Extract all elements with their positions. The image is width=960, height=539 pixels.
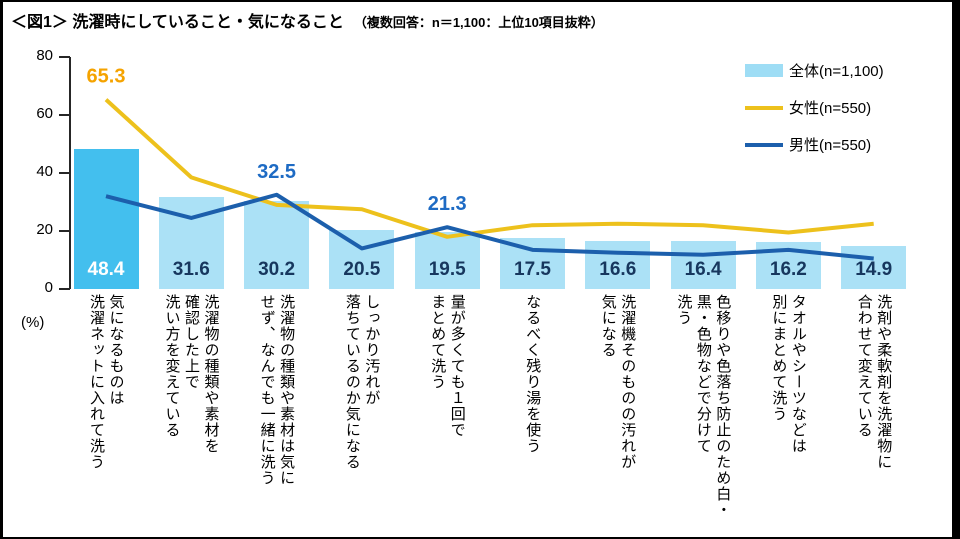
y-axis-line [69,57,71,289]
bar [414,232,480,289]
category-label: 色移りや色落ち防止のため白・ 黒・色物などで分けて 洗う [658,294,748,518]
category-label-text: 洗濯物の種類や素材を 確認した上で 洗い方を変えている [163,294,220,454]
category-label: 洗濯物の種類や素材を 確認した上で 洗い方を変えている [146,294,236,454]
y-tick-label: 60 [36,105,53,122]
bar-value-label: 48.4 [87,259,125,280]
bar-value-label: 16.4 [684,259,722,280]
category-label: 気になるものは 洗濯ネットに入れて洗う [61,294,151,470]
legend-swatch-female-line [745,105,783,110]
category-label-text: しっかり汚れが 落ちているのか気になる [343,294,381,470]
bar [329,229,395,289]
line-point-value-label: 65.3 [87,66,126,88]
category-label: 洗剤や柔軟剤を洗濯物に 合わせて変えている [829,294,919,470]
y-tick-label: 80 [36,47,53,64]
y-axis-tick [59,114,70,116]
category-label-text: 洗濯機そのものの汚れが 気になる [599,294,637,470]
category-label: しっかり汚れが 落ちているのか気になる [317,294,407,470]
y-axis-tick [59,56,70,58]
bar-value-label: 14.9 [855,259,893,280]
bar-value-label: 16.6 [599,259,637,280]
chart-title: ＜図1＞ 洗濯時にしていること・気になること [11,14,344,31]
category-label-text: 気になるものは 洗濯ネットに入れて洗う [88,294,125,470]
figure-canvas: ＜図1＞ 洗濯時にしていること・気になること （複数回答：n＝1,100：上位10… [3,2,952,537]
bar-value-label: 30.2 [258,259,296,280]
category-label-text: 量が多くても１回で まとめて洗う [429,294,466,438]
category-label-text: 洗剤や柔軟剤を洗濯物に 合わせて変えている [855,294,893,470]
bar-value-label: 19.5 [428,259,466,280]
legend-label-male: 男性(n=550) [789,137,872,154]
line-series-overlay: 65.3 32.5 21.3 [87,66,874,261]
category-label: なるべく残り湯を使う [488,294,578,454]
bar [244,201,310,289]
chart-area: 0 20 40 60 80 (%) 48.4 気になるものは 洗濯ネットに入れて洗う 31.6 洗… [3,2,952,537]
y-tick-label: 0 [44,279,53,296]
bar [73,148,139,289]
category-label: タオルやシーツなどは 別にまとめて洗う [743,294,833,454]
bar-value-label: 31.6 [172,259,210,280]
y-axis-unit-label: (%) [21,314,45,331]
y-axis-tick [59,172,70,174]
legend-swatch-total-bar [745,64,783,77]
y-axis-tick [59,230,70,232]
legend-label-female: 女性(n=550) [789,100,872,117]
bar [500,238,565,289]
chart-legend: 全体(n=1,100) 女性(n=550) 男性(n=550) [745,52,884,163]
legend-item-male: 男性(n=550) [745,126,884,163]
line-point-value-label: 21.3 [428,193,467,215]
category-label-text: なるべく残り湯を使う [524,294,542,454]
category-label: 量が多くても１回で まとめて洗う [402,294,492,438]
category-label-text: タオルやシーツなどは 別にまとめて洗う [770,294,807,454]
category-label-text: 色移りや色落ち防止のため白・ 黒・色物などで分けて 洗う [675,294,732,518]
legend-item-female: 女性(n=550) [745,89,884,126]
chart-subtitle: （複数回答：n＝1,100：上位10項目抜粋） [353,15,604,30]
line-point-value-label: 32.5 [257,161,296,183]
bar-value-label: 20.5 [343,259,381,280]
chart-header: ＜図1＞ 洗濯時にしていること・気になること （複数回答：n＝1,100：上位10… [11,8,604,32]
legend-swatch-male-line [745,142,783,147]
legend-label-total: 全体(n=1,100) [789,63,884,80]
category-label: 洗濯機そのものの汚れが 気になる [573,294,663,470]
category-label-text: 洗濯物の種類や素材は気に せず、なんでも一緒に洗う [258,294,296,486]
male-line [105,192,874,261]
y-tick-label: 20 [36,221,53,238]
bar-value-label: 17.5 [514,259,551,280]
bar-value-label: 16.2 [769,259,807,280]
bar [670,241,736,289]
bar [841,245,907,289]
y-axis-tick [59,288,70,290]
category-label: 洗濯物の種類や素材は気に せず、なんでも一緒に洗う [232,294,322,486]
bar [585,240,651,289]
legend-item-total: 全体(n=1,100) [745,52,884,89]
y-tick-label: 40 [36,163,53,180]
female-line [104,98,874,239]
